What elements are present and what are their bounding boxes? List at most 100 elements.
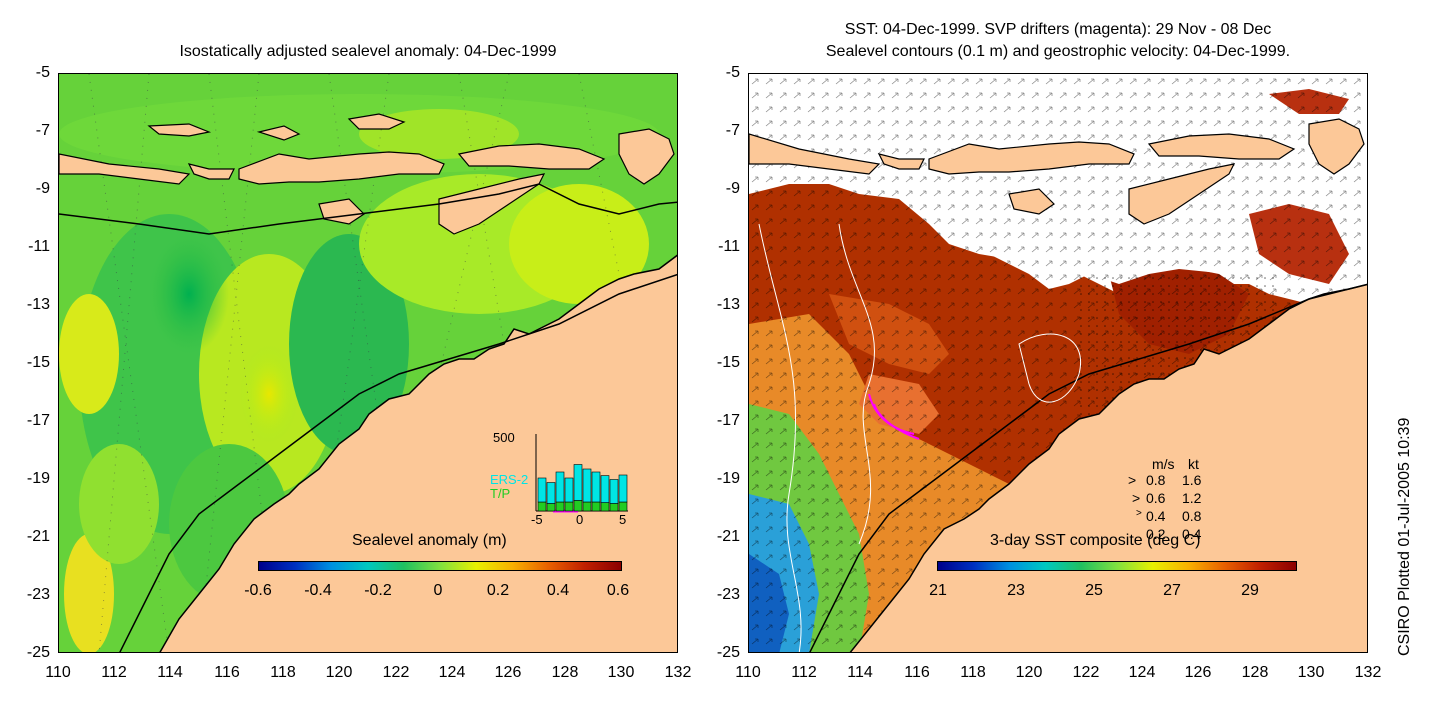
tp-bar (555, 501, 565, 512)
y-tick-label: -11 (718, 238, 740, 255)
inset-legend-tp: T/P (490, 486, 511, 501)
legend-kt: 0.8 (1182, 508, 1202, 524)
y-tick-label: -7 (725, 122, 740, 139)
colorbar-tick: 0 (433, 582, 443, 599)
legend-kt: 0.4 (1182, 526, 1202, 542)
x-tick-label: 114 (157, 664, 183, 681)
inset-x-tick: -5 (531, 512, 543, 527)
ers2-bar (582, 468, 592, 503)
x-tick-label: 120 (325, 664, 353, 681)
legend-kt: 1.2 (1182, 490, 1202, 506)
ers2-bar (573, 464, 583, 501)
y-tick-label: -15 (26, 354, 50, 371)
sealevel-anomaly-map (58, 73, 678, 653)
colorbar-tick: -0.6 (244, 582, 272, 599)
y-tick-label: -7 (35, 122, 50, 139)
ers2-bar (609, 479, 619, 504)
y-tick-label: -17 (26, 412, 50, 429)
x-tick-label: 116 (214, 664, 240, 681)
ers2-bar (555, 471, 565, 503)
ers2-bar (546, 482, 556, 504)
x-tick-label: 110 (45, 664, 71, 681)
inset-x-tick: 0 (576, 512, 584, 527)
inset-histogram (535, 434, 628, 513)
colorbar-tick: 0.2 (486, 582, 510, 599)
tp-bar (618, 501, 628, 512)
tp-bar (573, 500, 583, 512)
x-tick-label: 132 (664, 664, 692, 681)
x-tick-label: 126 (1184, 664, 1212, 681)
arrow-icon: > (1132, 490, 1141, 506)
ers2-bar (564, 477, 574, 503)
x-tick-label: 130 (1297, 664, 1325, 681)
y-tick-label: -19 (26, 470, 50, 487)
x-tick-label: 130 (607, 664, 635, 681)
ers2-bar (600, 475, 610, 503)
legend-kt: 1.6 (1182, 472, 1202, 488)
x-tick-label: 122 (1072, 664, 1100, 681)
right-panel-title-line2: Sealevel contours (0.1 m) and geostrophi… (825, 43, 1291, 60)
legend-ms: 0.6 (1146, 490, 1166, 506)
colorbar-tick: 0.6 (606, 582, 630, 599)
sst-colorbar (937, 561, 1297, 571)
x-tick-label: 122 (382, 664, 410, 681)
x-tick-label: 120 (1015, 664, 1043, 681)
colorbar-tick: 0.4 (546, 582, 570, 599)
legend-ms: 0.8 (1146, 472, 1166, 488)
velocity-legend: m/s kt > 0.8 1.6 > 0.6 1.2 > 0.4 0.8 0.2… (1122, 456, 1232, 556)
y-tick-label: -25 (26, 644, 50, 661)
legend-ms: 0.4 (1146, 508, 1166, 524)
colorbar-tick: 25 (1085, 582, 1103, 599)
legend-header-kt: kt (1188, 456, 1199, 472)
y-tick-label: -21 (26, 528, 50, 545)
ers2-bar (618, 474, 628, 503)
arrow-icon: > (1136, 508, 1142, 519)
tp-bar (591, 501, 601, 512)
y-tick-label: -5 (725, 64, 740, 81)
plot-credit: CSIRO Plotted 01-Jul-2005 10:39 (1396, 417, 1413, 656)
tp-bar (537, 501, 547, 512)
inset-legend-ers2: ERS-2 (490, 472, 529, 487)
y-tick-label: -9 (725, 180, 740, 197)
x-tick-label: 110 (735, 664, 761, 681)
y-tick-label: -11 (28, 238, 50, 255)
arrow-icon: > (1128, 472, 1137, 488)
y-tick-label: -13 (716, 296, 740, 313)
x-tick-label: 128 (551, 664, 579, 681)
y-tick-label: -13 (26, 296, 50, 313)
track-count-inset: 500 ERS-2 T/P -5 0 5 (488, 428, 638, 528)
tp-bar (546, 503, 556, 512)
inset-x-tick: 5 (619, 512, 627, 527)
legend-header-ms: m/s (1152, 456, 1175, 472)
ers2-bar (591, 471, 601, 503)
tp-bar (609, 503, 619, 512)
colorbar-tick: -0.2 (364, 582, 392, 599)
x-tick-label: 114 (847, 664, 873, 681)
x-tick-label: 118 (270, 664, 296, 681)
left-colorbar-title: Sealevel anomaly (m) (352, 532, 507, 549)
colorbar-tick: 21 (929, 582, 947, 599)
x-tick-label: 118 (960, 664, 986, 681)
colorbar-tick: -0.4 (304, 582, 332, 599)
y-tick-label: -25 (716, 644, 740, 661)
y-tick-label: -23 (716, 586, 740, 603)
x-tick-label: 124 (1128, 664, 1156, 681)
y-tick-label: -23 (26, 586, 50, 603)
ers2-bar (537, 477, 547, 503)
legend-ms: 0.2 (1146, 526, 1166, 542)
y-tick-label: -15 (716, 354, 740, 371)
x-tick-label: 112 (791, 664, 817, 681)
x-tick-label: 128 (1241, 664, 1269, 681)
y-tick-label: -5 (35, 64, 50, 81)
y-tick-label: -9 (35, 180, 50, 197)
x-tick-label: 132 (1354, 664, 1382, 681)
right-panel-title-line1: SST: 04-Dec-1999. SVP drifters (magenta)… (844, 21, 1272, 38)
x-tick-label: 112 (101, 664, 127, 681)
sealevel-colorbar (258, 561, 622, 571)
tp-bar (600, 502, 610, 512)
x-tick-label: 126 (494, 664, 522, 681)
y-tick-label: -21 (716, 528, 740, 545)
colorbar-tick: 27 (1163, 582, 1181, 599)
right-colorbar-title: 3-day SST composite (deg C) (990, 532, 1201, 549)
inset-y-label: 500 (493, 430, 515, 445)
